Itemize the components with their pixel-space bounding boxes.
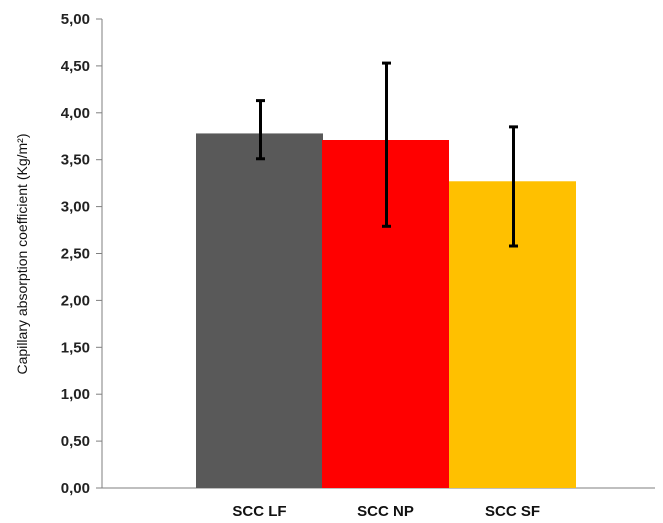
bar-scc-lf [196, 133, 323, 488]
error-bars [256, 61, 518, 248]
y-tick-label: 3,50 [61, 152, 90, 169]
y-tick-label: 3,00 [61, 199, 90, 216]
x-tick-label: SCC NP [357, 503, 414, 520]
y-axis: 0,00 0,50 1,00 1,50 2,00 2,50 3,00 3,50 4,00 4,50… [61, 11, 103, 497]
y-tick-label: 0,00 [61, 480, 90, 497]
x-tick-label: SCC SF [485, 503, 540, 520]
x-tick-label: SCC LF [232, 503, 286, 520]
y-tick-label: 2,50 [61, 246, 90, 263]
y-tick-label: 4,50 [61, 58, 90, 75]
y-tick-label: 1,00 [61, 386, 90, 403]
y-tick-label: 2,00 [61, 292, 90, 309]
y-tick-label: 0,50 [61, 433, 90, 450]
y-tick-label: 4,00 [61, 105, 90, 122]
category-labels: SCC LF SCC NP SCC SF [232, 503, 540, 520]
y-tick-label: 1,50 [61, 339, 90, 356]
y-axis-title: Capillary absorption coefficient (Kg/m²) [14, 134, 30, 375]
y-tick-label: 5,00 [61, 11, 90, 28]
